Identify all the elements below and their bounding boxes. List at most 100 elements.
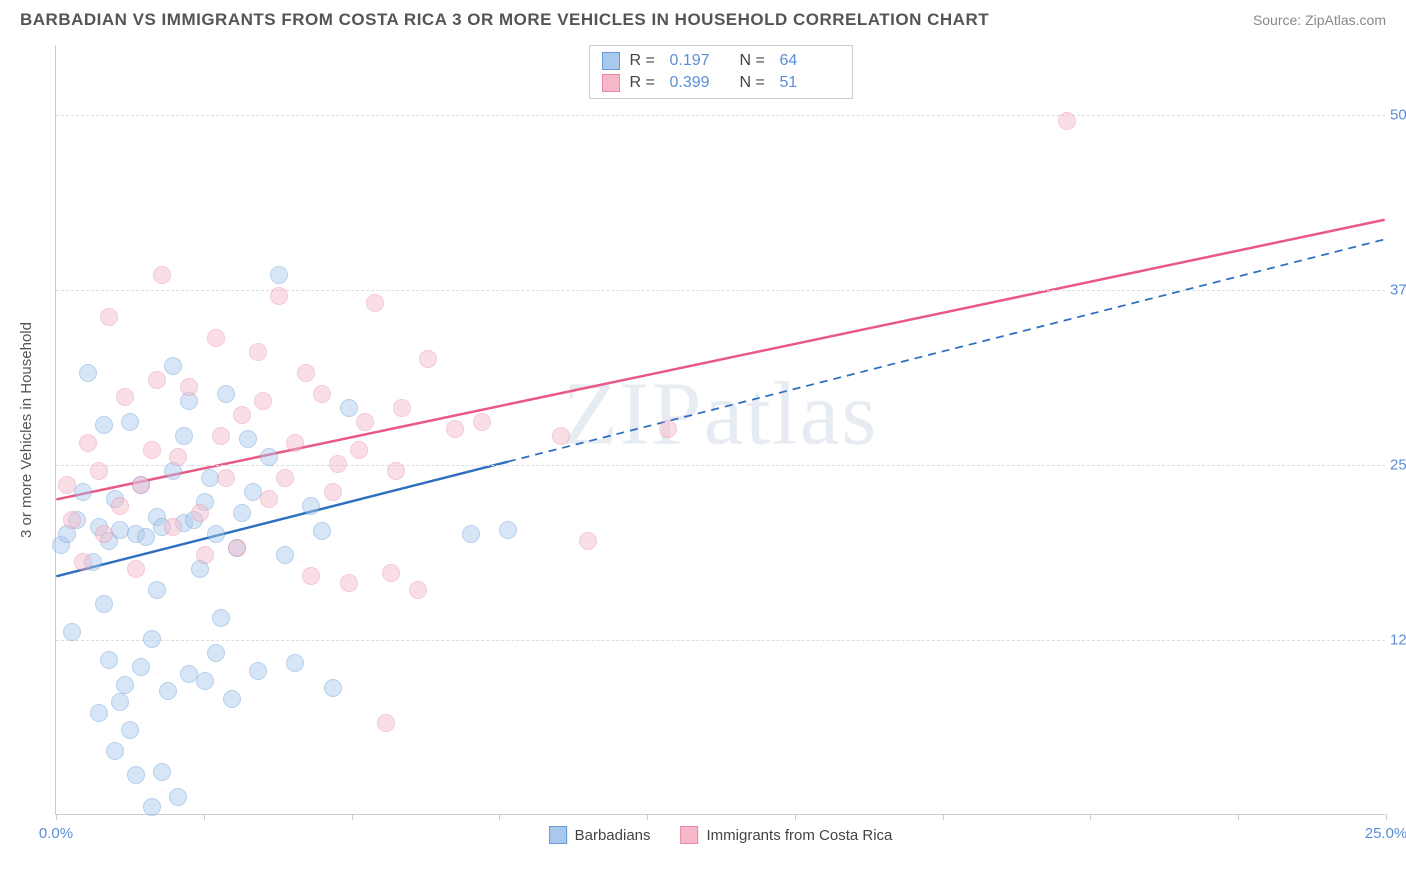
data-point xyxy=(313,385,331,403)
legend-n-label: N = xyxy=(740,74,770,92)
data-point xyxy=(137,528,155,546)
data-point xyxy=(499,521,517,539)
legend-item: Barbadians xyxy=(549,826,651,844)
legend-r-value: 0.399 xyxy=(670,74,730,92)
data-point xyxy=(579,532,597,550)
data-point xyxy=(90,462,108,480)
data-point xyxy=(473,413,491,431)
data-point xyxy=(329,455,347,473)
data-point xyxy=(196,546,214,564)
data-point xyxy=(239,430,257,448)
data-point xyxy=(169,448,187,466)
data-point xyxy=(132,658,150,676)
x-tick xyxy=(1238,814,1239,820)
data-point xyxy=(212,609,230,627)
data-point xyxy=(223,690,241,708)
data-point xyxy=(95,595,113,613)
data-point xyxy=(74,483,92,501)
data-point xyxy=(106,742,124,760)
data-point xyxy=(116,388,134,406)
data-point xyxy=(212,427,230,445)
x-tick xyxy=(647,814,648,820)
data-point xyxy=(121,721,139,739)
data-point xyxy=(276,546,294,564)
data-point xyxy=(153,763,171,781)
data-point xyxy=(249,662,267,680)
data-point xyxy=(260,448,278,466)
data-point xyxy=(100,308,118,326)
source-label: Source: ZipAtlas.com xyxy=(1253,12,1386,28)
data-point xyxy=(350,441,368,459)
data-point xyxy=(377,714,395,732)
data-point xyxy=(143,441,161,459)
legend-label: Immigrants from Costa Rica xyxy=(707,827,893,844)
data-point xyxy=(260,490,278,508)
data-point xyxy=(143,630,161,648)
data-point xyxy=(419,350,437,368)
data-point xyxy=(207,644,225,662)
data-point xyxy=(58,476,76,494)
legend-r-value: 0.197 xyxy=(670,52,730,70)
data-point xyxy=(148,371,166,389)
data-point xyxy=(153,266,171,284)
data-point xyxy=(143,798,161,816)
chart-title: BARBADIAN VS IMMIGRANTS FROM COSTA RICA … xyxy=(20,10,989,30)
data-point xyxy=(462,525,480,543)
legend-n-value: 51 xyxy=(780,74,840,92)
data-point xyxy=(382,564,400,582)
data-point xyxy=(159,682,177,700)
data-point xyxy=(95,416,113,434)
trend-lines-layer xyxy=(56,45,1385,814)
data-point xyxy=(127,766,145,784)
data-point xyxy=(340,399,358,417)
data-point xyxy=(270,266,288,284)
data-point xyxy=(116,676,134,694)
data-point xyxy=(207,525,225,543)
data-point xyxy=(286,434,304,452)
data-point xyxy=(180,378,198,396)
x-tick xyxy=(1090,814,1091,820)
legend-swatch xyxy=(681,826,699,844)
data-point xyxy=(270,287,288,305)
data-point xyxy=(254,392,272,410)
data-point xyxy=(79,364,97,382)
data-point xyxy=(127,560,145,578)
legend-r-label: R = xyxy=(630,52,660,70)
legend-stat-row: R =0.399N =51 xyxy=(602,72,840,94)
legend-stat-row: R =0.197N =64 xyxy=(602,50,840,72)
x-tick xyxy=(943,814,944,820)
data-point xyxy=(249,343,267,361)
data-point xyxy=(409,581,427,599)
data-point xyxy=(286,654,304,672)
data-point xyxy=(175,427,193,445)
trend-line-extrapolated xyxy=(508,239,1385,461)
data-point xyxy=(276,469,294,487)
data-point xyxy=(217,469,235,487)
legend-swatch xyxy=(549,826,567,844)
correlation-legend: R =0.197N =64R =0.399N =51 xyxy=(589,45,853,99)
data-point xyxy=(79,434,97,452)
x-tick xyxy=(352,814,353,820)
data-point xyxy=(169,788,187,806)
data-point xyxy=(111,497,129,515)
gridline xyxy=(56,465,1385,466)
data-point xyxy=(74,553,92,571)
data-point xyxy=(164,357,182,375)
x-tick xyxy=(795,814,796,820)
series-legend: Barbadians Immigrants from Costa Rica xyxy=(549,826,893,844)
legend-n-value: 64 xyxy=(780,52,840,70)
x-tick xyxy=(204,814,205,820)
x-tick xyxy=(56,814,57,820)
data-point xyxy=(302,497,320,515)
data-point xyxy=(313,522,331,540)
legend-label: Barbadians xyxy=(575,827,651,844)
data-point xyxy=(659,420,677,438)
data-point xyxy=(148,581,166,599)
data-point xyxy=(387,462,405,480)
data-point xyxy=(1058,112,1076,130)
data-point xyxy=(302,567,320,585)
data-point xyxy=(63,623,81,641)
x-tick xyxy=(1386,814,1387,820)
data-point xyxy=(233,406,251,424)
data-point xyxy=(366,294,384,312)
